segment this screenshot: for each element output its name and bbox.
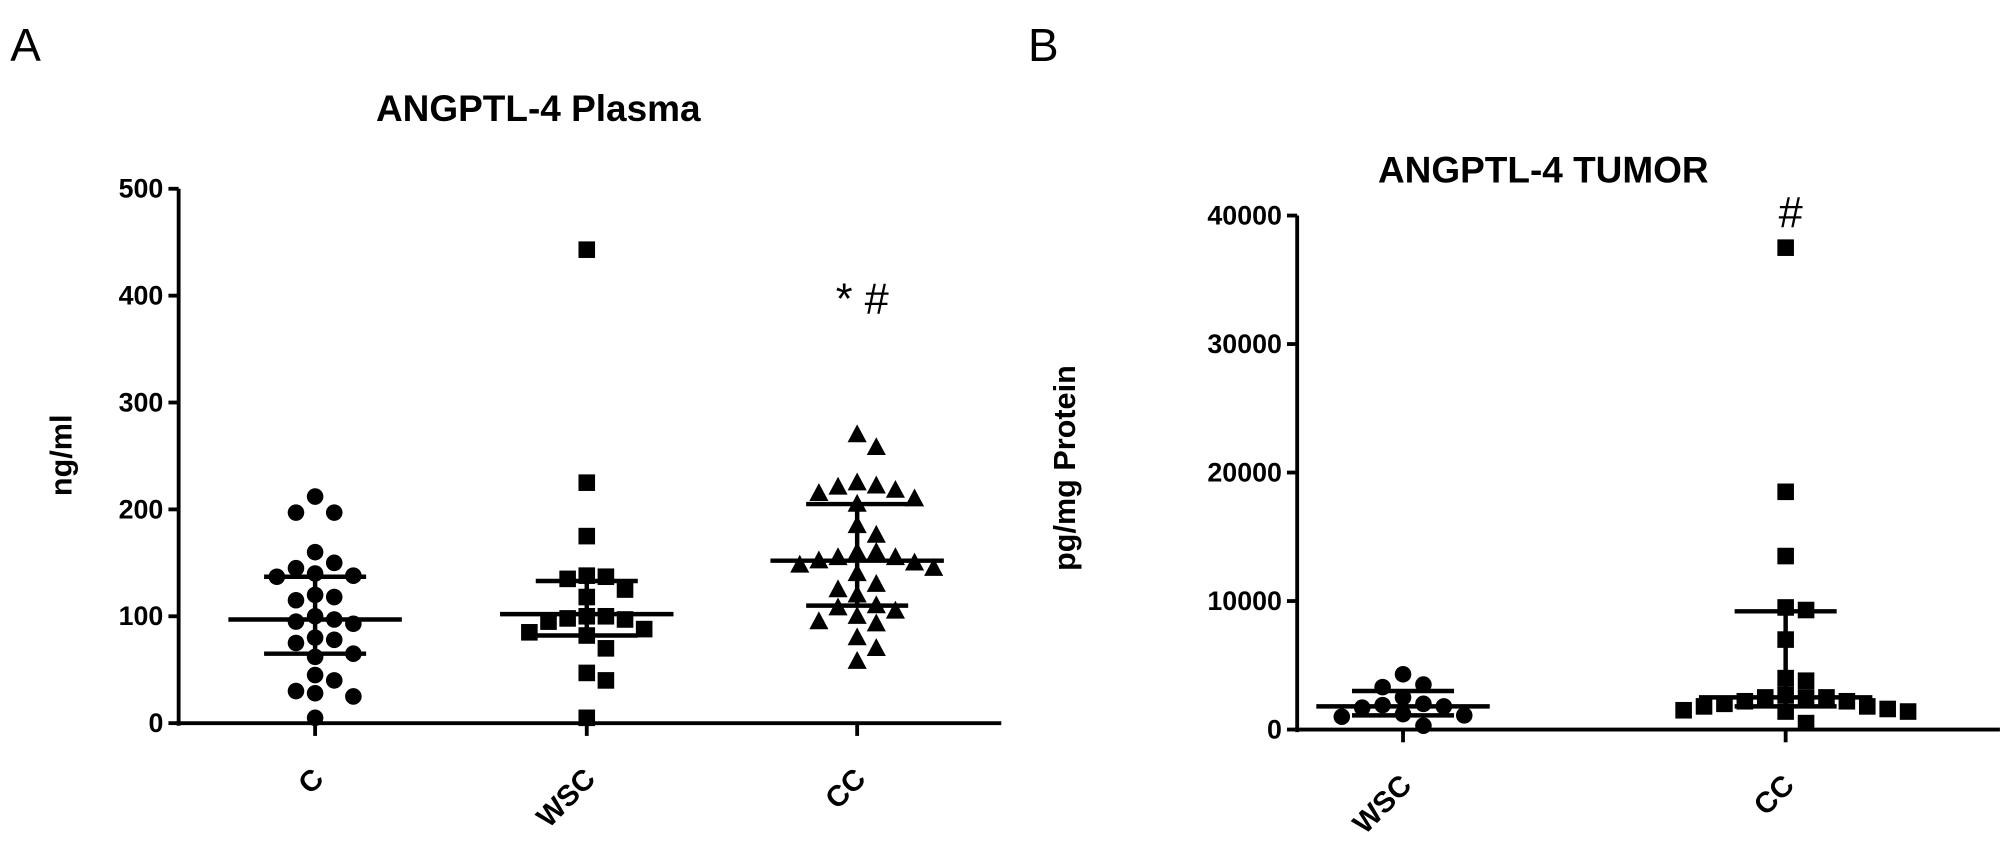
data-point-triangle: [809, 483, 829, 502]
y-tick-label: 30000: [1207, 329, 1281, 359]
data-point-circle: [1394, 665, 1412, 683]
data-point-square: [578, 709, 596, 727]
data-point-square: [1777, 239, 1794, 256]
data-point-square: [635, 620, 653, 638]
data-point-triangle: [790, 554, 810, 573]
data-point-triangle: [828, 476, 848, 495]
data-point-triangle: [866, 524, 886, 543]
data-point-triangle: [885, 600, 905, 619]
data-point-circle: [306, 488, 324, 505]
data-point-square: [597, 672, 615, 689]
significance-annotation: #: [1779, 189, 1803, 237]
data-point-triangle: [866, 574, 886, 592]
data-point-square: [1797, 714, 1815, 732]
x-tick-label: C: [292, 762, 330, 800]
data-point-square: [1777, 483, 1794, 501]
data-point-square: [1858, 698, 1876, 715]
y-tick-label: 10000: [1207, 586, 1281, 616]
data-point-triangle: [885, 479, 905, 498]
data-point-circle: [306, 684, 324, 702]
data-point-square: [578, 664, 596, 682]
y-tick-label: 20000: [1207, 457, 1281, 487]
data-point-circle: [1415, 695, 1432, 713]
data-point-triangle: [847, 627, 867, 646]
data-point-circle: [1415, 676, 1432, 693]
panel-label-b: B: [1028, 19, 1059, 71]
data-point-circle: [345, 688, 362, 705]
data-point-triangle: [866, 613, 886, 632]
data-point-triangle: [847, 472, 867, 491]
data-point-square: [597, 640, 615, 657]
data-point-triangle: [847, 606, 867, 624]
data-point-circle: [325, 588, 343, 606]
data-point-circle: [1415, 717, 1432, 734]
data-point-triangle: [847, 424, 867, 443]
x-tick-label: CC: [1748, 769, 1801, 822]
panel-b: B ANGPTL-4 TUMOR pg/mg Protein 0 10000 200…: [1028, 19, 2000, 840]
data-point-triangle: [866, 541, 886, 560]
data-point-triangle: [809, 611, 829, 630]
data-point-square: [1797, 672, 1815, 689]
y-tick-label: 200: [119, 494, 164, 524]
data-point-circle: [325, 504, 343, 521]
y-tick-label: 0: [1267, 714, 1282, 744]
data-point-circle: [287, 504, 305, 521]
data-point-circle: [1333, 708, 1351, 725]
y-tick-label: 100: [119, 601, 164, 631]
y-tick-label: 400: [119, 281, 164, 311]
data-point-square: [1879, 700, 1896, 718]
data-point-circle: [325, 672, 343, 689]
data-point-square: [1695, 698, 1713, 715]
y-tick-label: 500: [119, 174, 164, 204]
data-point-circle: [287, 634, 305, 652]
data-point-square: [1899, 703, 1917, 720]
data-point-circle: [325, 631, 343, 649]
data-point-square: [578, 527, 596, 545]
data-point-circle: [325, 554, 343, 572]
data-point-triangle: [866, 475, 886, 494]
data-point-circle: [287, 682, 305, 700]
x-tick-label: WSC: [1346, 769, 1418, 841]
data-point-triangle: [828, 579, 848, 598]
data-point-circle: [306, 543, 324, 561]
y-tick-label: 40000: [1207, 200, 1281, 230]
data-point-circle: [287, 559, 305, 577]
x-tick-label: CC: [819, 762, 872, 815]
data-point-square: [616, 581, 634, 598]
data-point-circle: [1455, 707, 1473, 724]
data-point-circle: [287, 591, 305, 609]
chart-title-a: ANGPTL-4 Plasma: [376, 88, 701, 129]
data-point-circle: [306, 666, 324, 684]
data-point-triangle: [866, 638, 886, 656]
data-point-square: [578, 474, 596, 491]
data-point-triangle: [847, 650, 867, 669]
panel-label-a: A: [10, 19, 41, 71]
data-point-square: [578, 241, 596, 258]
data-point-square: [1777, 547, 1794, 565]
data-point-triangle: [924, 557, 944, 576]
data-point-triangle: [866, 437, 886, 456]
y-tick-label: 300: [119, 387, 164, 417]
significance-annotation: * #: [836, 275, 889, 323]
panel-a: A ANGPTL-4 Plasma ng/ml 0 100 200 300 400 500…: [10, 19, 1002, 834]
y-tick-label: 0: [148, 708, 163, 738]
data-point-circle: [306, 709, 324, 727]
data-point-square: [540, 613, 557, 630]
y-axis-label-b: pg/mg Protein: [1048, 365, 1082, 571]
data-point-square: [1675, 701, 1692, 719]
data-point-square: [1716, 695, 1733, 713]
chart-title-b: ANGPTL-4 TUMOR: [1378, 149, 1709, 190]
data-point-triangle: [904, 488, 925, 507]
x-tick-label: WSC: [530, 762, 602, 834]
y-axis-label-a: ng/ml: [45, 415, 79, 497]
data-point-square: [521, 624, 538, 641]
